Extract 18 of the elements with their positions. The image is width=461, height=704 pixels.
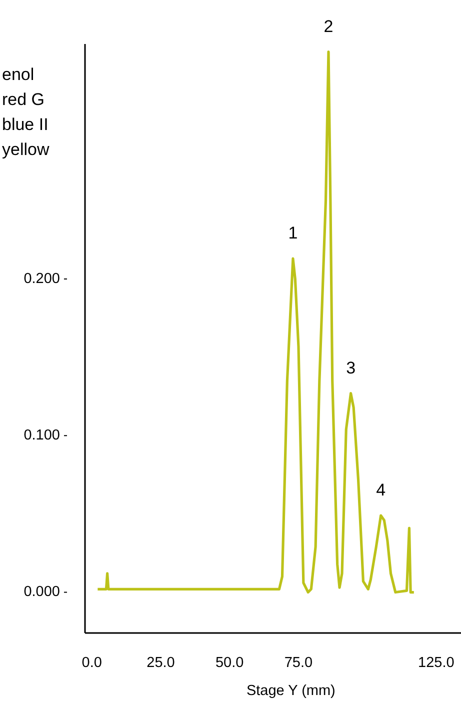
y-tick-label: 0.000 xyxy=(24,584,60,600)
text: red G xyxy=(2,90,45,109)
y-tick-label: 0.200 xyxy=(24,270,60,287)
x-axis-title: Stage Y (mm) xyxy=(246,683,336,699)
x-tick-label: 125.0 xyxy=(418,655,454,671)
x-tick-label: 0.0 xyxy=(82,655,102,671)
annotation: 4 xyxy=(376,480,386,500)
x-tick-label: 75.0 xyxy=(284,655,313,671)
y-tick-label: 0.100 xyxy=(24,427,60,444)
text: yellow xyxy=(2,140,50,159)
annotation: 2 xyxy=(324,16,334,36)
x-tick-label: 50.0 xyxy=(216,655,244,671)
annotation: 1 xyxy=(288,224,298,243)
text: enol xyxy=(2,65,34,84)
text: blue II xyxy=(2,115,48,134)
annotation: 3 xyxy=(346,358,356,378)
x-tick-label: 25.0 xyxy=(146,655,175,671)
line-series xyxy=(96,50,416,594)
